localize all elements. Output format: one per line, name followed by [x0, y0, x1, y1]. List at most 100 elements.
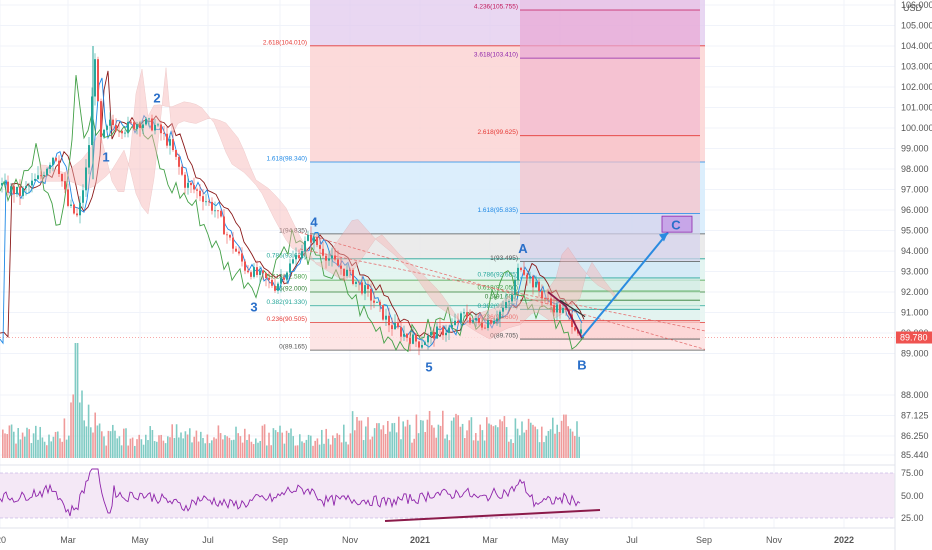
candle-body: [322, 248, 324, 256]
price-tick: 101.000: [901, 103, 932, 113]
c-target-box: [661, 215, 693, 233]
fib-right-zone: [520, 309, 700, 321]
volume-bar: [508, 441, 510, 458]
price-tag-bg: [896, 331, 932, 344]
x-tick: Mar: [482, 535, 498, 545]
volume-bar: [72, 394, 74, 458]
candle-body: [523, 270, 525, 275]
volume-bar: [175, 424, 178, 458]
candle-body: [136, 124, 138, 129]
candle-body: [418, 341, 420, 348]
fib-right-label: 1(93.495): [490, 255, 518, 262]
volume-bar: [10, 424, 13, 458]
volume-bar: [358, 420, 360, 458]
volume-bar: [554, 433, 556, 458]
volume-bar: [85, 426, 88, 458]
fib-right-zone: [520, 261, 700, 278]
volume-bar: [129, 438, 132, 458]
candle-body: [241, 253, 243, 262]
candle-body: [217, 210, 219, 212]
volume-bar: [510, 439, 512, 458]
volume-bar: [171, 424, 173, 458]
candle-body: [46, 168, 48, 175]
trend-line: [299, 232, 706, 350]
candle-body: [49, 164, 51, 169]
fib-left-label: 0.786(93.620): [267, 252, 307, 259]
volume-bar: [94, 412, 96, 458]
candle-body: [571, 314, 573, 328]
candle-body: [409, 337, 411, 344]
candle-body: [337, 259, 339, 266]
volume-bar: [448, 440, 451, 458]
candle-body: [499, 311, 501, 319]
volume-bar: [169, 437, 171, 458]
candle-body: [97, 59, 99, 102]
volume-bar: [145, 434, 147, 458]
volume-bar: [329, 444, 332, 458]
volume-bar: [305, 439, 308, 458]
volume-bar: [488, 423, 490, 458]
volume-bar: [402, 421, 404, 458]
candle-body: [160, 124, 162, 134]
candle-body: [106, 125, 108, 130]
candle-body: [277, 283, 279, 291]
volume-bar: [277, 432, 279, 458]
volume-bar: [413, 438, 415, 458]
volume-bar: [98, 423, 101, 458]
price-tick: 91.000: [901, 308, 929, 318]
fib-right-label: 2.618(99.625): [478, 129, 518, 136]
volume-bar: [525, 429, 528, 458]
fib-right-label: 0.786(92.685): [478, 271, 518, 278]
fib-right-label: 4.236(105.755): [474, 4, 518, 11]
volume-bar: [213, 437, 215, 458]
volume-bar: [303, 442, 305, 458]
candle-body: [58, 160, 60, 174]
candle-body: [109, 119, 111, 126]
candle-body: [13, 186, 15, 195]
volume-bar: [90, 427, 92, 458]
price-tick: 97.000: [901, 185, 929, 195]
volume-bar: [378, 423, 380, 458]
candle-body: [343, 268, 345, 276]
volume-bar: [312, 445, 314, 458]
price-tick: 103.000: [901, 62, 932, 72]
volume-bar: [52, 436, 55, 458]
volume-bar: [400, 439, 402, 458]
volume-bar: [351, 411, 354, 458]
candle-body: [433, 331, 435, 339]
fib-right-label: 1.618(95.835): [478, 207, 518, 214]
wave-label: 3: [250, 299, 257, 314]
rsi-pane: [0, 0, 896, 550]
candle-body: [94, 59, 96, 97]
candle-body: [4, 181, 6, 184]
volume-bar: [490, 424, 492, 458]
candle-body: [229, 234, 231, 238]
volume-bar: [70, 402, 72, 458]
candle-body: [85, 167, 87, 191]
candle-body: [91, 96, 93, 146]
candle-body: [112, 119, 114, 126]
volume-bar: [233, 439, 235, 458]
candle-body: [271, 279, 273, 286]
candle-body: [157, 124, 159, 126]
candle-body: [82, 190, 84, 203]
x-tick: Jul: [626, 535, 638, 545]
candle-body: [430, 331, 432, 336]
volume-bar: [127, 445, 129, 458]
wave-label: 1: [102, 150, 109, 165]
candle-body: [361, 282, 363, 294]
volume-bar: [420, 420, 422, 458]
candle-body: [550, 298, 552, 306]
volume-bar: [365, 426, 367, 458]
volume-bar: [373, 428, 376, 458]
volume-bar: [477, 440, 479, 458]
volume-bar: [422, 420, 424, 458]
candle-body: [538, 281, 540, 292]
volume-bar: [226, 436, 228, 458]
x-tick: 2020: [0, 535, 6, 545]
volume-bar: [173, 437, 176, 458]
volume-bar: [189, 428, 191, 458]
volume-bar: [536, 429, 539, 458]
volume-bar: [195, 430, 198, 458]
volume-bar: [323, 443, 325, 458]
